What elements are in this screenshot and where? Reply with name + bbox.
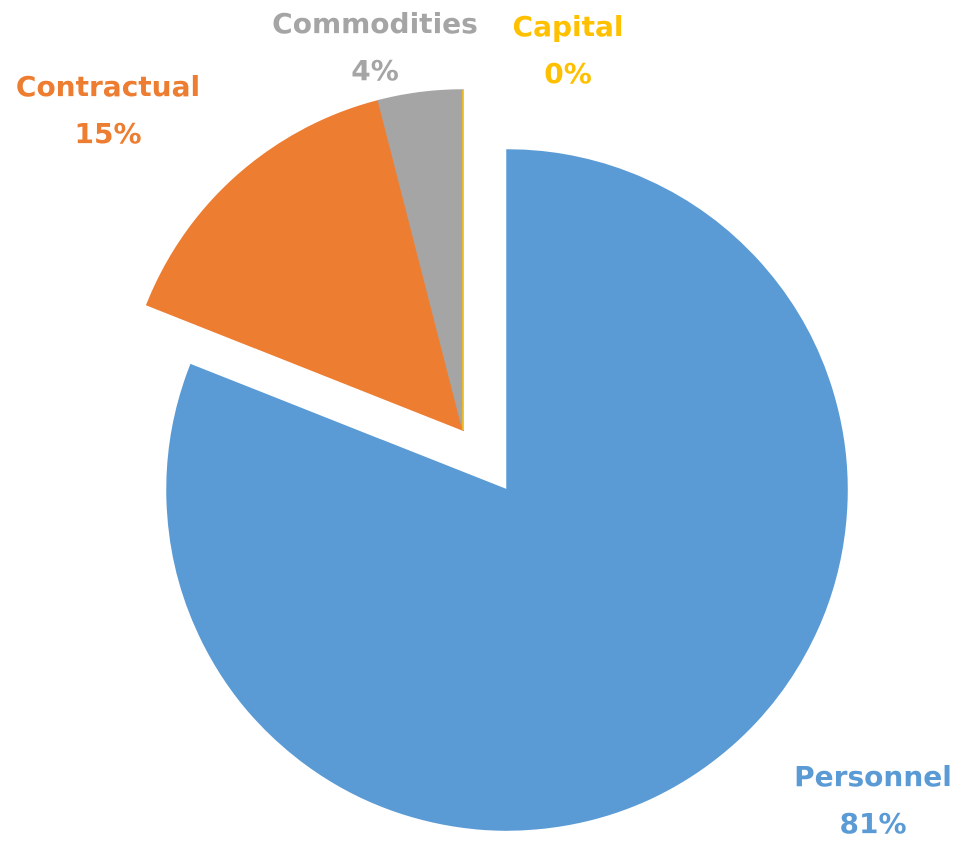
slice-label: Personnel xyxy=(794,760,952,793)
slice-value-label: 0% xyxy=(544,57,592,90)
slice-value-label: 4% xyxy=(351,54,399,87)
pie-slice xyxy=(166,149,848,831)
slice-label: Commodities xyxy=(272,7,478,40)
slice-value-label: 81% xyxy=(839,807,906,840)
pie-slice xyxy=(145,99,465,432)
slice-value-label: 15% xyxy=(74,117,141,150)
slice-label: Capital xyxy=(513,10,624,43)
slice-label: Contractual xyxy=(16,70,200,103)
